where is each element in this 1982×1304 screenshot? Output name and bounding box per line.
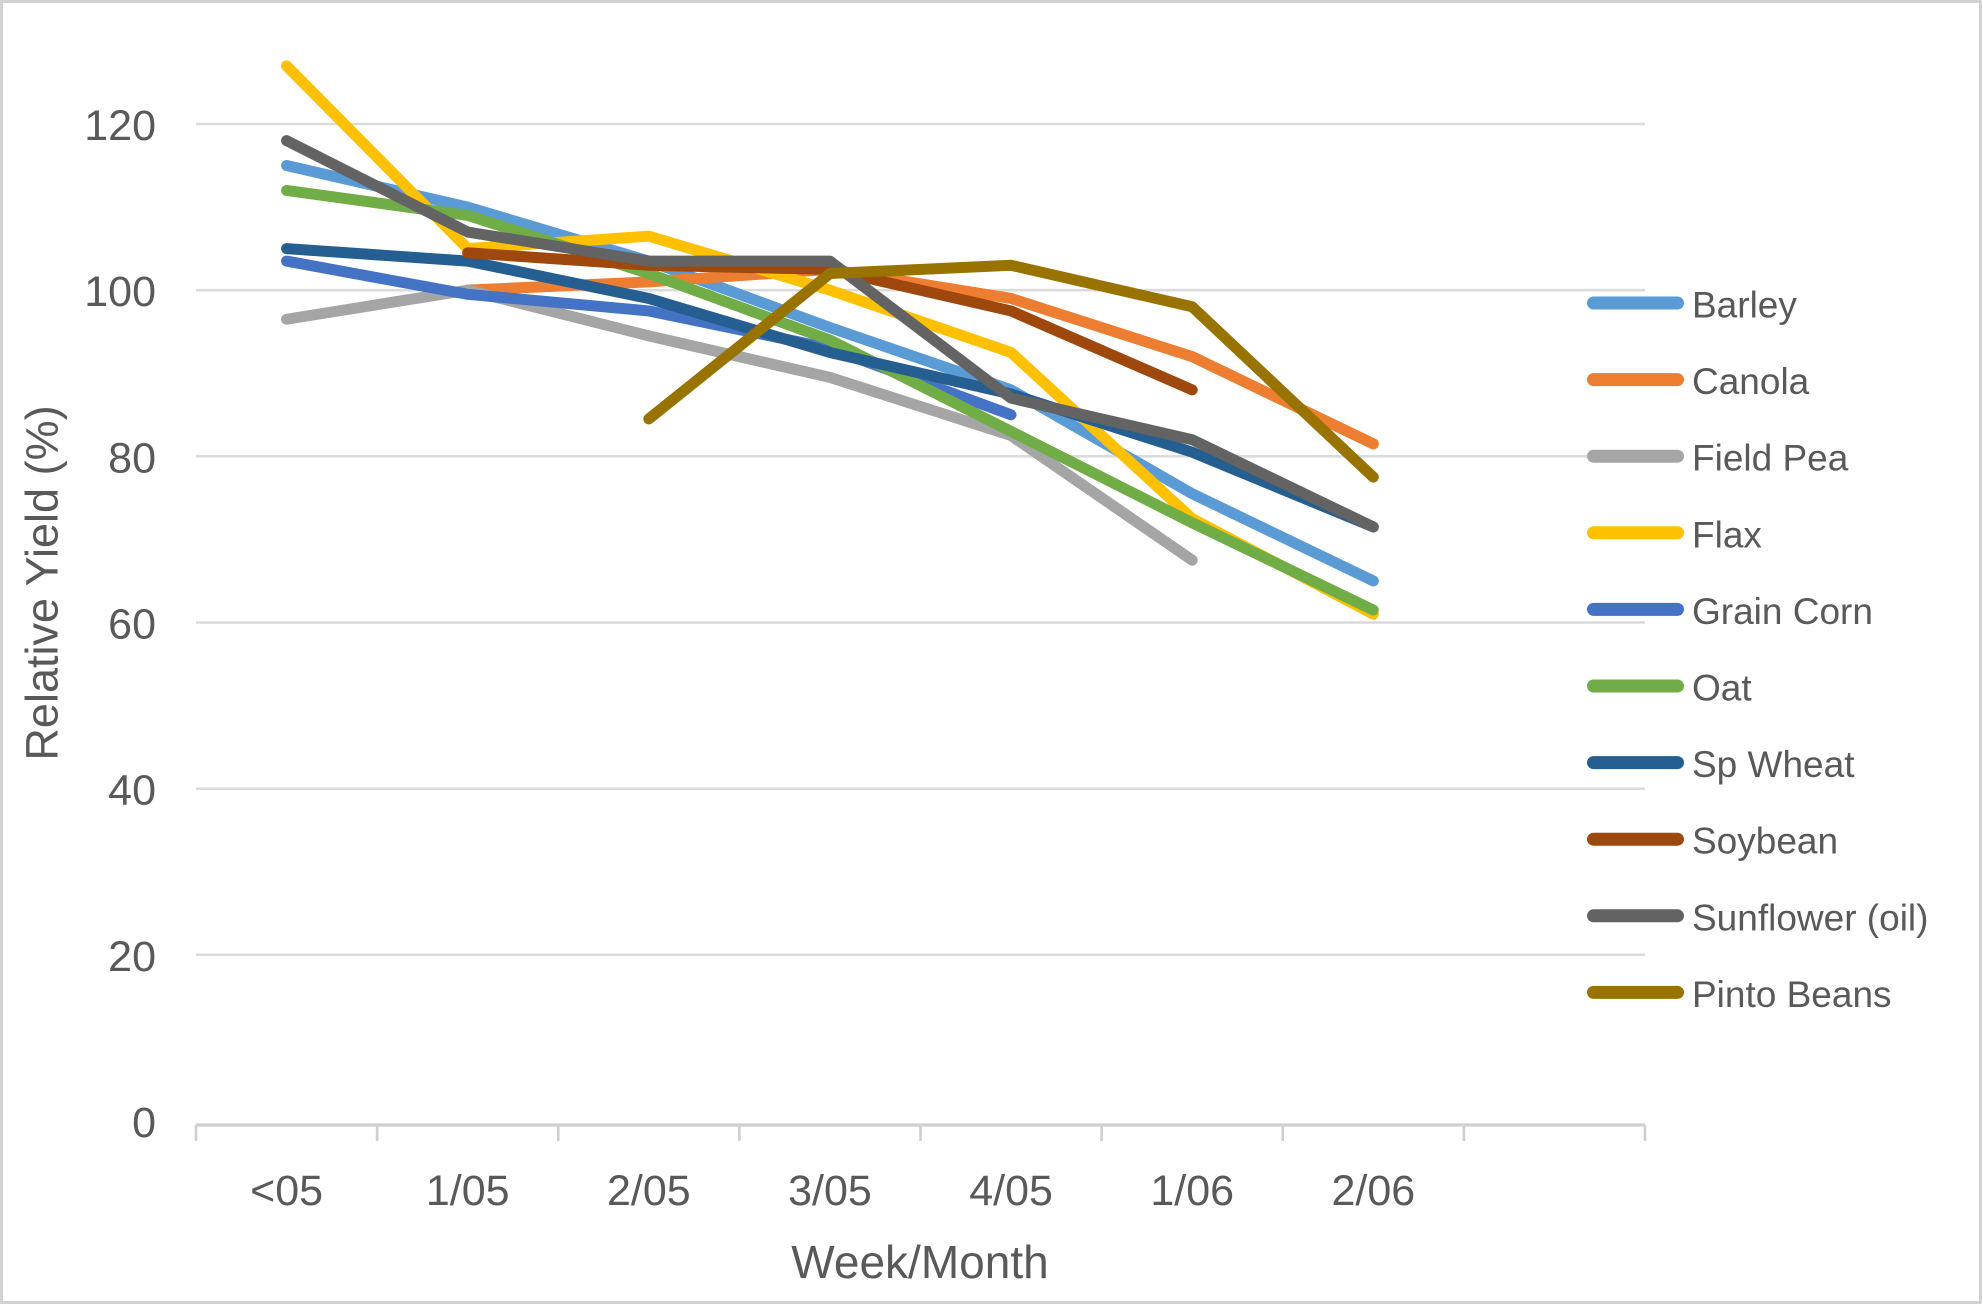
legend-item-barley: Barley bbox=[1587, 285, 1797, 326]
x-axis-title: Week/Month bbox=[791, 1236, 1048, 1288]
legend-label-barley: Barley bbox=[1692, 285, 1797, 326]
legend-item-field-pea: Field Pea bbox=[1587, 438, 1849, 479]
x-tick-label-3-05: 3/05 bbox=[788, 1167, 872, 1215]
series-group bbox=[281, 60, 1379, 620]
legend-label-sp-wheat: Sp Wheat bbox=[1692, 744, 1855, 785]
series-line-pinto-beans bbox=[643, 259, 1379, 483]
legend-label-sunflower-oil: Sunflower (oil) bbox=[1692, 897, 1928, 938]
y-tick-label-40: 40 bbox=[108, 767, 156, 815]
gridlines-group bbox=[196, 122, 1645, 957]
legend-swatch-soybean bbox=[1587, 832, 1684, 846]
legend-label-field-pea: Field Pea bbox=[1692, 438, 1849, 479]
legend-label-flax: Flax bbox=[1692, 514, 1762, 555]
y-tick-label-80: 80 bbox=[108, 434, 156, 482]
y-tick-labels-group: 0 20 40 60 80 100 120 bbox=[84, 102, 156, 1147]
legend-swatch-canola bbox=[1587, 373, 1684, 387]
series-line-oat bbox=[281, 184, 1379, 616]
series-line-sp-wheat bbox=[281, 243, 1379, 533]
legend: Barley Canola Field Pea Flax Grain Corn Oat Sp… bbox=[1587, 285, 1928, 1015]
legend-label-soybean: Soybean bbox=[1692, 821, 1838, 862]
legend-swatch-pinto-beans bbox=[1587, 985, 1684, 999]
legend-swatch-flax bbox=[1587, 526, 1684, 540]
x-tick-label-1-05: 1/05 bbox=[426, 1167, 510, 1215]
series-line-barley bbox=[281, 160, 1379, 587]
series-line-field-pea bbox=[281, 284, 1198, 566]
x-tick-labels-group: <05 1/05 2/05 3/05 4/05 1/06 2/06 bbox=[250, 1167, 1415, 1215]
legend-swatch-grain-corn bbox=[1587, 602, 1684, 616]
series-line-sunflower-oil bbox=[281, 135, 1379, 533]
series-line-canola bbox=[462, 263, 1379, 450]
legend-swatch-oat bbox=[1587, 679, 1684, 693]
legend-item-flax: Flax bbox=[1587, 514, 1762, 555]
x-tick-label-2-05: 2/05 bbox=[607, 1167, 691, 1215]
y-axis-title: Relative Yield (%) bbox=[17, 405, 68, 760]
legend-swatch-sunflower-oil bbox=[1587, 909, 1684, 923]
legend-label-canola: Canola bbox=[1692, 361, 1810, 402]
legend-label-grain-corn: Grain Corn bbox=[1692, 591, 1873, 632]
x-tick-label-1-06: 1/06 bbox=[1150, 1167, 1234, 1215]
x-tick-label-4-05: 4/05 bbox=[969, 1167, 1053, 1215]
legend-item-oat: Oat bbox=[1587, 668, 1752, 709]
x-tick-label-05: <05 bbox=[250, 1167, 323, 1215]
legend-label-pinto-beans: Pinto Beans bbox=[1692, 974, 1892, 1015]
x-axis-group bbox=[194, 1123, 1647, 1141]
legend-swatch-sp-wheat bbox=[1587, 756, 1684, 770]
legend-item-pinto-beans: Pinto Beans bbox=[1587, 974, 1892, 1015]
y-tick-label-20: 20 bbox=[108, 933, 156, 981]
y-tick-label-60: 60 bbox=[108, 601, 156, 649]
legend-item-sunflower-oil: Sunflower (oil) bbox=[1587, 897, 1928, 938]
legend-item-sp-wheat: Sp Wheat bbox=[1587, 744, 1855, 785]
legend-label-oat: Oat bbox=[1692, 668, 1752, 709]
y-tick-label-120: 120 bbox=[84, 102, 156, 150]
legend-item-canola: Canola bbox=[1587, 361, 1810, 402]
y-tick-label-100: 100 bbox=[84, 268, 156, 316]
x-tick-label-2-06: 2/06 bbox=[1331, 1167, 1415, 1215]
y-tick-label-0: 0 bbox=[132, 1099, 156, 1147]
legend-swatch-barley bbox=[1587, 296, 1684, 310]
legend-swatch-field-pea bbox=[1587, 449, 1684, 463]
legend-item-grain-corn: Grain Corn bbox=[1587, 591, 1873, 632]
legend-item-soybean: Soybean bbox=[1587, 821, 1838, 862]
